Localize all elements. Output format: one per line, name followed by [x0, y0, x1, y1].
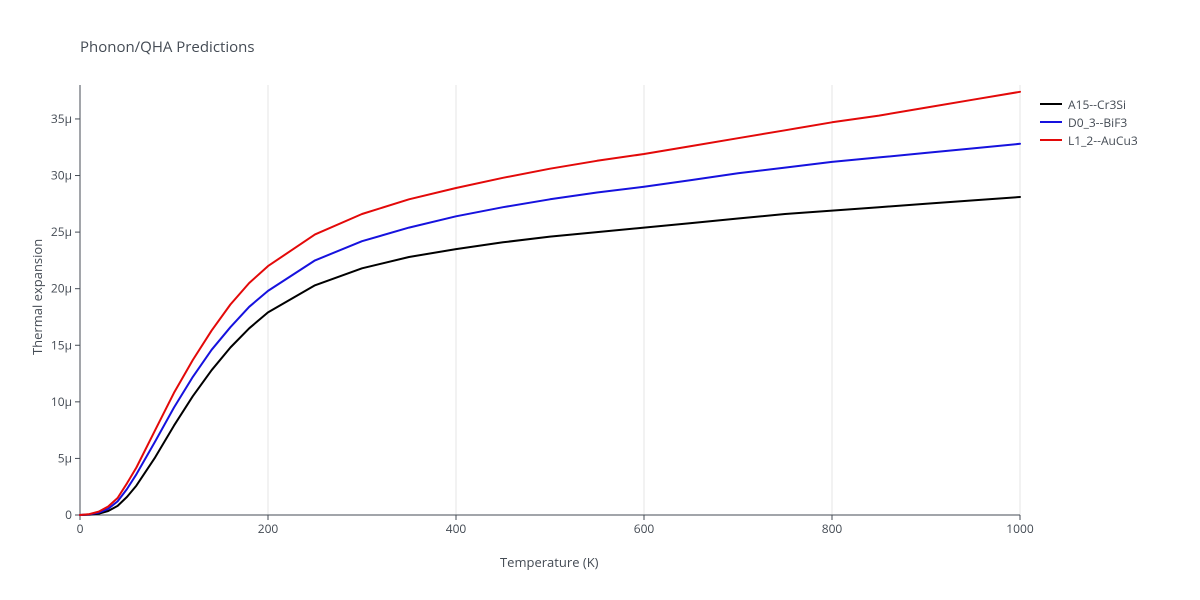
series-line — [80, 92, 1020, 515]
legend-label: D0_3--BiF3 — [1068, 114, 1127, 131]
y-tick-label: 15μ — [51, 336, 72, 353]
plot-area: 0 200 400 600 800 1000 0 5μ 10μ 15μ 20μ 25μ 30μ 35μ — [0, 0, 1200, 600]
y-tick-label: 10μ — [51, 393, 72, 410]
y-tick-label: 5μ — [58, 449, 72, 466]
y-tick-label: 0 — [65, 506, 72, 523]
legend-item[interactable]: D0_3--BiF3 — [1040, 113, 1138, 131]
y-tick-label: 20μ — [51, 280, 72, 297]
x-tick-label: 400 — [446, 520, 467, 537]
legend-swatch — [1040, 103, 1062, 105]
legend-label: A15--Cr3Si — [1068, 96, 1126, 113]
y-tick-label: 25μ — [51, 223, 72, 240]
legend-swatch — [1040, 121, 1062, 123]
legend-item[interactable]: L1_2--AuCu3 — [1040, 131, 1138, 149]
series-line — [80, 197, 1020, 515]
x-tick-label: 800 — [822, 520, 843, 537]
legend-label: L1_2--AuCu3 — [1068, 132, 1138, 149]
chart-title: Phonon/QHA Predictions — [80, 37, 255, 57]
x-tick-label: 200 — [258, 520, 279, 537]
x-tick-label: 600 — [634, 520, 655, 537]
x-tick-label: 0 — [77, 520, 84, 537]
chart-container: Phonon/QHA Predictions Thermal expansion… — [0, 0, 1200, 600]
legend-item[interactable]: A15--Cr3Si — [1040, 95, 1138, 113]
y-tick-label: 35μ — [51, 110, 72, 127]
legend: A15--Cr3SiD0_3--BiF3L1_2--AuCu3 — [1040, 95, 1138, 149]
x-tick-label: 1000 — [1006, 520, 1034, 537]
y-axis-label: Thermal expansion — [28, 239, 46, 355]
x-axis-label: Temperature (K) — [500, 553, 599, 571]
legend-swatch — [1040, 139, 1062, 141]
series-line — [80, 144, 1020, 515]
y-tick-label: 30μ — [51, 167, 72, 184]
